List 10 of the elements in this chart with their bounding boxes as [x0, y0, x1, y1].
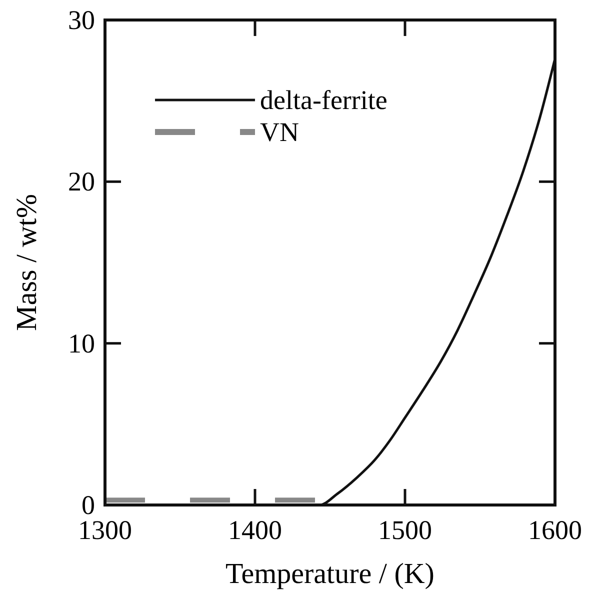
- y-axis-title: Mass / wt%: [11, 194, 43, 331]
- legend-label: VN: [260, 117, 299, 147]
- y-tick-label: 30: [68, 5, 95, 35]
- x-tick-label: 1600: [528, 515, 582, 545]
- y-tick-label: 20: [68, 166, 95, 197]
- x-tick-label: 1400: [228, 515, 282, 545]
- legend-label: delta-ferrite: [260, 85, 388, 115]
- x-axis-title: Temperature / (K): [226, 558, 434, 590]
- x-tick-label: 1500: [378, 515, 432, 545]
- y-tick-label: 10: [68, 328, 95, 358]
